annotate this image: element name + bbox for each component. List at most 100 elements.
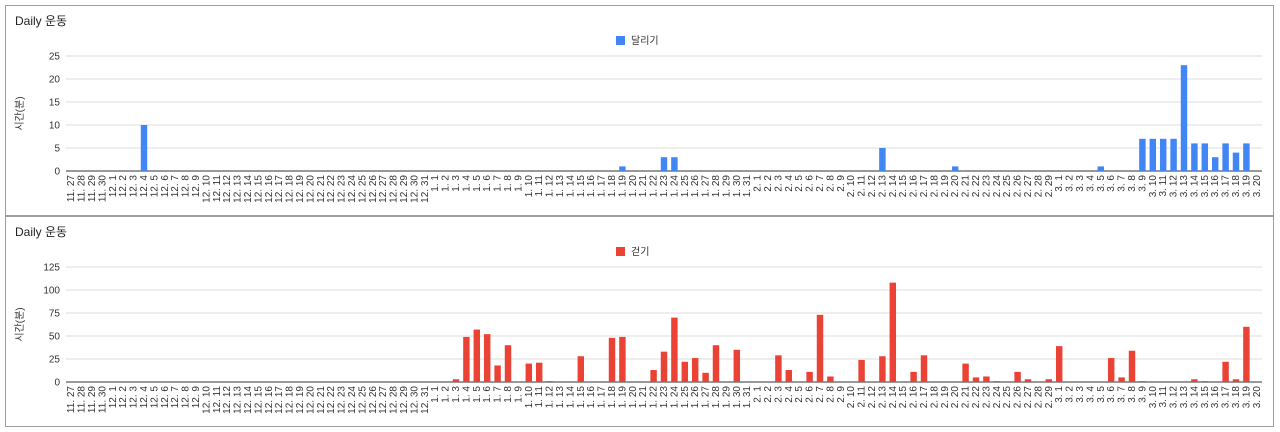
x-tick-label: 12. 31	[420, 386, 431, 414]
x-tick-label: 12. 26	[368, 175, 379, 203]
bar	[525, 363, 533, 382]
x-tick-label: 1. 5	[472, 386, 483, 403]
x-tick-label: 3. 2	[1065, 175, 1076, 192]
y-tick-label: 10	[49, 121, 61, 132]
x-tick-label: 3. 19	[1241, 175, 1252, 198]
x-tick-label: 12. 25	[357, 386, 368, 414]
x-tick-label: 2. 15	[898, 175, 909, 198]
x-tick-label: 1. 7	[493, 175, 504, 192]
x-tick-label: 12. 2	[118, 386, 129, 409]
x-tick-label: 2. 9	[836, 175, 847, 192]
x-tick-label: 1. 17	[597, 386, 608, 409]
x-tick-label: 3. 1	[1054, 386, 1065, 403]
chart-title: Daily 운동	[15, 225, 68, 239]
x-tick-label: 3. 11	[1158, 175, 1169, 197]
x-tick-label: 1. 8	[503, 386, 514, 403]
x-tick-label: 1. 31	[742, 386, 753, 409]
x-tick-label: 3. 14	[1189, 386, 1200, 409]
x-tick-label: 12. 3	[129, 175, 140, 198]
x-tick-label: 1. 21	[638, 175, 649, 198]
x-tick-label: 12. 17	[274, 175, 285, 203]
y-tick-label: 125	[43, 263, 60, 274]
x-tick-label: 3. 4	[1085, 175, 1096, 192]
x-tick-label: 2. 8	[825, 386, 836, 403]
x-tick-label: 2. 27	[1023, 175, 1034, 198]
bar	[504, 345, 512, 382]
bar	[712, 345, 720, 382]
x-tick-label: 12. 3	[129, 386, 140, 409]
y-tick-label: 15	[49, 98, 61, 109]
bar	[671, 317, 678, 382]
x-tick-label: 2. 3	[773, 175, 784, 192]
x-tick-label: 1. 29	[721, 386, 732, 409]
bar	[1139, 381, 1146, 382]
x-tick-label: 1. 7	[493, 386, 504, 403]
y-tick-label: 0	[54, 378, 60, 389]
bar	[546, 381, 553, 382]
bar	[1180, 65, 1188, 171]
x-tick-label: 11. 29	[87, 386, 98, 413]
x-tick-label: 12. 30	[409, 386, 420, 414]
x-tick-label: 1. 12	[545, 386, 556, 409]
bar	[1191, 379, 1198, 382]
bar	[806, 371, 813, 382]
legend-label: 걷기	[631, 246, 649, 258]
x-tick-label: 3. 16	[1210, 175, 1221, 198]
walking-chart: 0 25 50 75 100 125 시간(분) 걷기 11. 27 11. 28 11. 29 11…	[14, 246, 1263, 414]
x-tick-label: 12. 19	[295, 386, 306, 414]
x-tick-label: 2. 7	[815, 386, 826, 403]
x-tick-label: 12. 28	[389, 386, 400, 414]
x-tick-label: 12. 17	[274, 386, 285, 414]
bar	[660, 351, 668, 382]
bar	[619, 166, 626, 171]
x-tick-label: 12. 25	[357, 175, 368, 203]
x-tick-label: 2. 2	[763, 175, 774, 192]
x-tick-label: 2. 17	[919, 386, 930, 409]
running-chart: 0 5 10 15 20 25 시간(분) 달리기 11. 27 11. 28 11. 29 11. …	[14, 35, 1263, 203]
bar	[463, 336, 470, 382]
bar	[452, 379, 460, 382]
bar	[879, 356, 886, 382]
x-tick-label: 2. 6	[805, 386, 816, 403]
x-tick-label: 2. 25	[1002, 175, 1013, 198]
x-tick-label: 3. 6	[1106, 175, 1117, 192]
x-tick-label: 1. 3	[451, 175, 462, 192]
x-tick-label: 2. 23	[981, 386, 992, 409]
x-tick-label: 2. 18	[929, 386, 940, 409]
bar	[1149, 138, 1157, 171]
x-tick-label: 3. 13	[1179, 175, 1190, 198]
x-tick-label: 12. 18	[285, 386, 296, 414]
x-tick-label: 12. 23	[337, 175, 348, 203]
x-tick-label: 2. 6	[805, 175, 816, 192]
bar	[650, 370, 657, 382]
bar	[691, 358, 699, 382]
x-tick-label: 3. 15	[1200, 175, 1211, 198]
chart-title: Daily 운동	[15, 14, 68, 28]
x-tick-label: 12. 5	[149, 386, 160, 409]
x-tick-label: 12. 1	[108, 175, 119, 198]
x-tick-label: 1. 4	[461, 175, 472, 192]
bar	[889, 282, 897, 382]
x-tick-label: 12. 22	[326, 175, 337, 203]
x-tick-label: 2. 21	[961, 175, 972, 198]
x-tick-label: 3. 17	[1221, 175, 1232, 198]
x-tick-label: 2. 9	[836, 386, 847, 403]
x-tick-label: 12. 21	[316, 175, 327, 203]
y-axis-title: 시간(분)	[14, 96, 26, 130]
x-tick-label: 12. 9	[191, 175, 202, 198]
bar	[660, 157, 668, 171]
bar	[1222, 143, 1229, 171]
x-tick-label: 2. 14	[888, 386, 899, 409]
x-tick-label: 2. 4	[784, 175, 795, 192]
x-tick-label: 1. 9	[513, 175, 524, 192]
x-tick-label: 2. 23	[981, 175, 992, 198]
bar	[993, 381, 1001, 382]
x-tick-label: 3. 9	[1137, 386, 1148, 403]
x-tick-label: 12. 11	[212, 175, 223, 202]
x-tick-label: 12. 15	[253, 175, 264, 203]
x-tick-label: 12. 15	[253, 386, 264, 414]
x-tick-label: 2. 11	[857, 175, 868, 197]
x-tick-label: 12. 8	[181, 386, 192, 409]
bar	[619, 336, 626, 382]
x-tick-label: 3. 13	[1179, 386, 1190, 409]
